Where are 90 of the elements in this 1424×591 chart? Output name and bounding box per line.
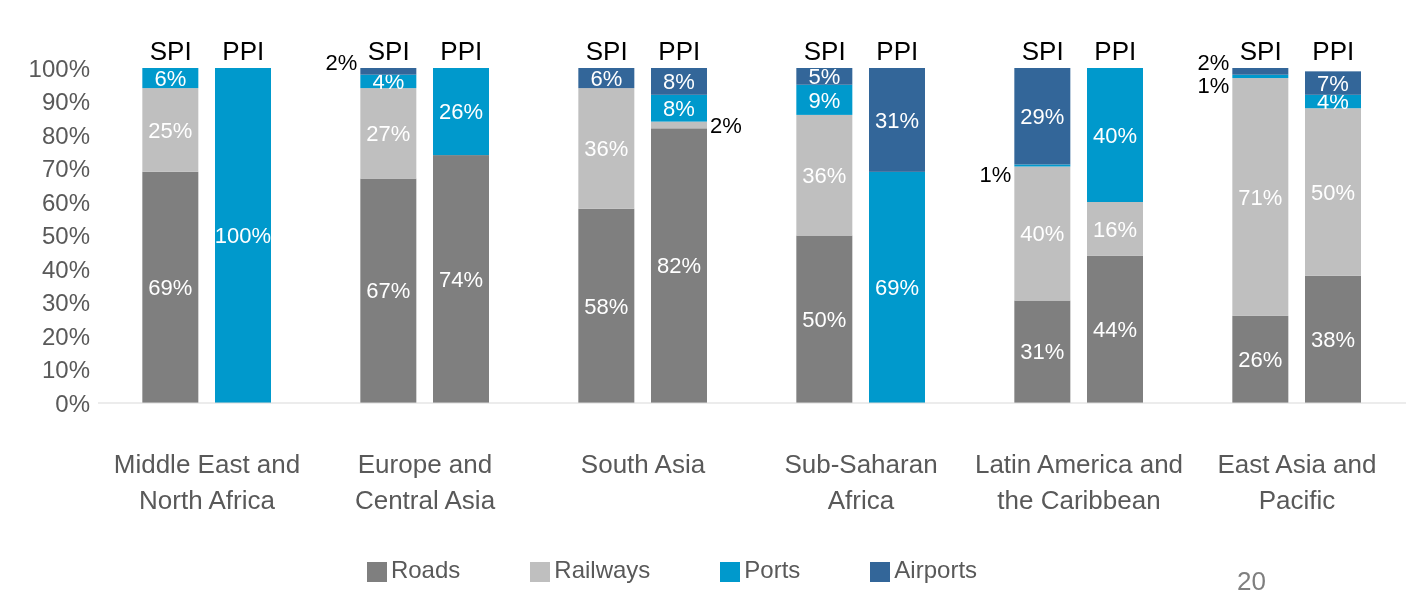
x-tick-label: SPI (803, 36, 846, 66)
x-tick-label: SPI (1239, 36, 1282, 66)
data-label: 27% (366, 121, 411, 147)
text: East Asia and Pacific (1216, 448, 1378, 517)
data-label: 1% (1197, 73, 1230, 99)
y-tick-label: 50% (41, 222, 90, 250)
y-tick-label: 10% (41, 356, 90, 384)
data-label: 7% (1317, 70, 1349, 96)
data-label: 50% (802, 306, 847, 332)
text: Middle East and North Africa (112, 448, 302, 517)
data-label: 67% (366, 278, 411, 304)
data-label: 44% (1092, 317, 1138, 342)
data-label: 2% (325, 50, 358, 76)
y-tick-label: 60% (41, 188, 90, 216)
data-label: 2% (710, 112, 742, 138)
bar (869, 171, 925, 403)
y-tick-label: 100% (28, 54, 90, 82)
data-label: 40% (1020, 221, 1065, 247)
x-tick-label: PPI (1094, 36, 1137, 66)
legend-label: Airports (894, 556, 978, 583)
bar (578, 208, 635, 403)
y-tick-label: 20% (41, 322, 90, 350)
data-label: 5% (808, 64, 841, 90)
bar (796, 114, 853, 236)
data-label: 6% (590, 65, 623, 91)
data-label: 25% (148, 117, 193, 143)
text: South Asia (579, 448, 707, 481)
bar (1014, 68, 1071, 165)
x-tick-label: PPI (658, 36, 701, 66)
data-label: 58% (584, 293, 629, 319)
bar (360, 178, 417, 403)
bar (142, 171, 199, 403)
data-label: 36% (802, 162, 847, 188)
legend-label: Railways (554, 556, 651, 583)
data-label: 4% (372, 69, 405, 95)
x-tick-label: SPI (149, 36, 192, 66)
data-label: 8% (663, 69, 695, 95)
x-tick-label: PPI (876, 36, 919, 66)
legend-label: Roads (390, 556, 461, 583)
data-label: 26% (438, 99, 484, 125)
bar (142, 88, 199, 172)
y-tick-label: 40% (41, 255, 90, 283)
y-tick-label: 80% (41, 121, 90, 149)
bar (1232, 315, 1289, 403)
bar (1232, 68, 1289, 75)
x-tick-label: PPI (1312, 36, 1355, 66)
bar (578, 88, 635, 209)
x-tick-label: SPI (367, 36, 410, 66)
data-label: 8% (663, 95, 695, 121)
data-label: 38% (1310, 327, 1356, 353)
text: Latin America and the Caribbean (974, 448, 1184, 517)
bar (1087, 68, 1143, 202)
text: Europe and Central Asia (353, 448, 497, 517)
y-tick-label: 0% (55, 389, 90, 417)
data-label: 100% (214, 223, 272, 249)
legend-label: Ports (744, 556, 801, 583)
data-label: 2% (1197, 50, 1230, 76)
y-tick-label: 90% (41, 88, 90, 116)
data-label: 26% (1238, 347, 1283, 373)
y-tick-label: 70% (41, 155, 90, 183)
bar (1014, 300, 1071, 403)
bar (215, 68, 271, 403)
bar (796, 235, 853, 403)
text: 20 (1237, 566, 1266, 591)
data-label: 29% (1020, 103, 1065, 129)
x-tick-label: SPI (585, 36, 628, 66)
data-label: 31% (874, 107, 920, 133)
bar (360, 88, 417, 179)
data-label: 82% (656, 253, 702, 279)
y-tick-label: 30% (41, 289, 90, 317)
data-label: 36% (584, 136, 629, 162)
data-label: 1% (979, 162, 1012, 188)
data-label: 16% (1092, 216, 1138, 242)
data-label: 6% (154, 65, 187, 91)
x-tick-label: SPI (1021, 36, 1064, 66)
bar (1014, 166, 1071, 301)
data-label: 71% (1238, 184, 1283, 210)
text: Sub-Saharan Africa (783, 448, 939, 517)
data-label: 69% (874, 275, 920, 301)
data-label: 50% (1310, 179, 1356, 205)
bar (433, 68, 489, 156)
data-label: 31% (1020, 339, 1065, 365)
data-label: 9% (808, 87, 841, 113)
data-label: 74% (438, 266, 484, 292)
bar (1232, 78, 1289, 316)
x-tick-label: PPI (440, 36, 483, 66)
bar (360, 68, 417, 75)
data-label: 40% (1092, 122, 1138, 148)
data-label: 69% (148, 275, 193, 301)
x-tick-label: PPI (222, 36, 265, 66)
